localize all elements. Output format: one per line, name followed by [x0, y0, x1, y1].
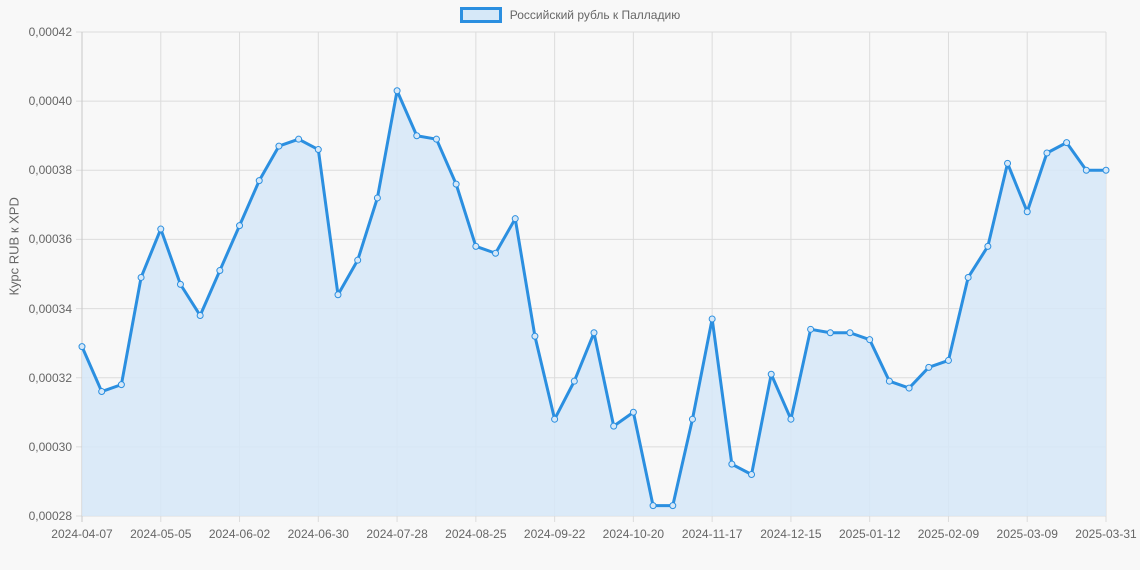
x-tick-label: 2025-03-09	[996, 527, 1058, 541]
x-tick-label: 2024-07-28	[366, 527, 428, 541]
y-tick-label: 0,00028	[28, 509, 72, 523]
data-point[interactable]	[944, 356, 952, 364]
x-tick-label: 2024-09-22	[523, 527, 586, 541]
data-point[interactable]	[492, 249, 500, 257]
data-point[interactable]	[767, 370, 775, 378]
x-tick-label: 2025-01-12	[838, 527, 901, 541]
data-point[interactable]	[314, 146, 322, 154]
x-tick-label: 2024-12-15	[760, 527, 822, 541]
data-point[interactable]	[1102, 166, 1110, 174]
data-point[interactable]	[669, 502, 677, 510]
x-tick-label: 2024-04-07	[51, 527, 113, 541]
data-point[interactable]	[807, 325, 815, 333]
data-point[interactable]	[78, 343, 86, 351]
y-tick-label: 0,00040	[28, 94, 72, 109]
data-point[interactable]	[787, 415, 795, 423]
y-tick-label: 0,00038	[28, 163, 72, 178]
data-point[interactable]	[610, 422, 618, 430]
data-point[interactable]	[393, 87, 401, 95]
data-point[interactable]	[905, 384, 913, 392]
data-point[interactable]	[452, 180, 460, 188]
data-point[interactable]	[629, 408, 637, 416]
series-points	[78, 87, 1110, 510]
data-point[interactable]	[964, 273, 972, 281]
data-point[interactable]	[531, 332, 539, 340]
data-point[interactable]	[826, 329, 834, 337]
x-tick-label: 2024-06-02	[208, 527, 271, 541]
data-point[interactable]	[570, 377, 578, 385]
chart-legend[interactable]: Российский рубль к Палладию	[0, 7, 1140, 23]
series-area-fill	[82, 90, 1106, 517]
data-point[interactable]	[551, 415, 559, 423]
legend-label: Российский рубль к Палладию	[509, 8, 681, 22]
data-point[interactable]	[590, 329, 598, 337]
data-point[interactable]	[925, 363, 933, 371]
data-point[interactable]	[236, 222, 244, 230]
x-tick-label: 2024-10-20	[602, 527, 665, 541]
data-point[interactable]	[196, 311, 204, 319]
data-point[interactable]	[984, 242, 992, 250]
data-point[interactable]	[748, 471, 756, 479]
data-point[interactable]	[1082, 166, 1090, 174]
data-point[interactable]	[1063, 139, 1071, 147]
data-point[interactable]	[432, 135, 440, 143]
data-point[interactable]	[649, 502, 657, 510]
y-tick-label: 0,00030	[28, 439, 72, 454]
y-tick-label: 0,00042	[28, 25, 72, 39]
data-point[interactable]	[98, 388, 106, 396]
data-point[interactable]	[728, 460, 736, 468]
data-point[interactable]	[157, 225, 165, 233]
data-point[interactable]	[117, 381, 125, 389]
data-point[interactable]	[511, 215, 519, 223]
data-point[interactable]	[1023, 208, 1031, 216]
y-tick-label: 0,00032	[28, 370, 72, 385]
data-point[interactable]	[708, 315, 716, 323]
x-tick-label: 2024-05-05	[130, 527, 192, 541]
data-point[interactable]	[1043, 149, 1051, 157]
data-point[interactable]	[354, 256, 362, 264]
data-point[interactable]	[688, 415, 696, 423]
x-tick-label: 2024-06-30	[287, 527, 349, 541]
data-point[interactable]	[846, 329, 854, 337]
data-point[interactable]	[472, 242, 480, 250]
x-tick-label: 2024-11-17	[681, 527, 743, 541]
legend-swatch	[459, 7, 502, 23]
data-point[interactable]	[334, 291, 342, 299]
data-point[interactable]	[275, 142, 283, 150]
data-point[interactable]	[866, 336, 874, 344]
data-point[interactable]	[255, 177, 263, 185]
data-point[interactable]	[295, 135, 303, 143]
data-point[interactable]	[373, 194, 381, 202]
x-tick-label: 2025-02-09	[917, 527, 980, 541]
data-point[interactable]	[137, 273, 145, 281]
data-point[interactable]	[413, 132, 421, 140]
y-tick-label: 0,00034	[28, 301, 72, 316]
data-point[interactable]	[176, 280, 184, 288]
x-tick-label: 2025-03-31	[1075, 527, 1137, 541]
data-point[interactable]	[216, 267, 224, 275]
data-point[interactable]	[885, 377, 893, 385]
data-point[interactable]	[1004, 159, 1012, 167]
x-tick-label: 2024-08-25	[445, 527, 507, 541]
y-tick-label: 0,00036	[28, 232, 72, 247]
